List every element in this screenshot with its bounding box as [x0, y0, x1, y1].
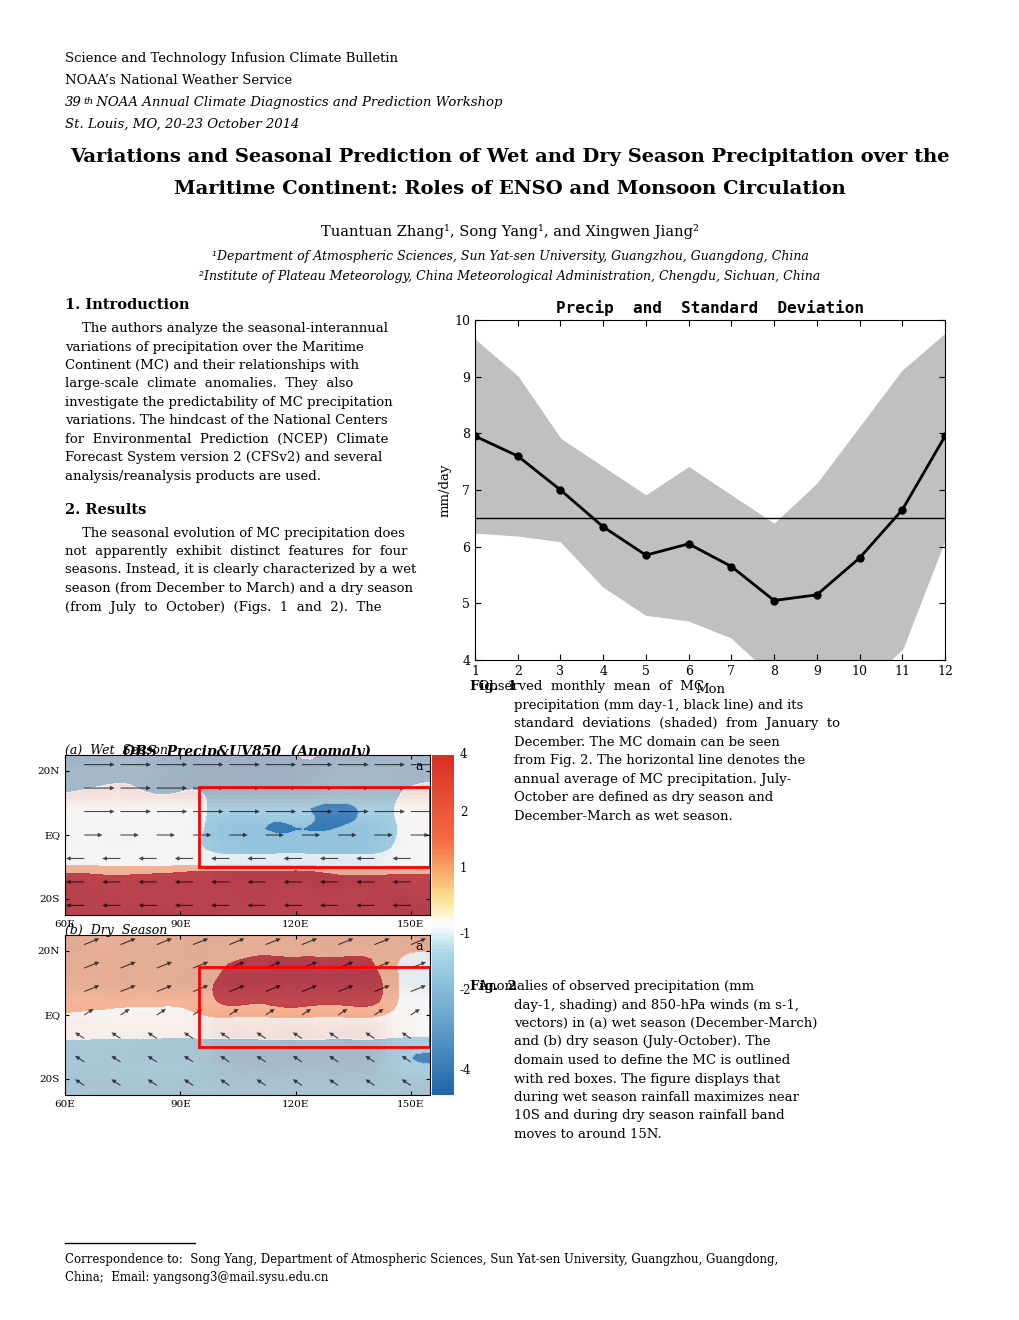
Text: moves to around 15N.: moves to around 15N. — [514, 1129, 661, 1140]
Text: (from  July  to  October)  (Figs.  1  and  2).  The: (from July to October) (Figs. 1 and 2). … — [65, 601, 381, 614]
Text: China;  Email: yangsong3@mail.sysu.edu.cn: China; Email: yangsong3@mail.sysu.edu.cn — [65, 1271, 328, 1284]
Text: The authors analyze the seasonal-interannual: The authors analyze the seasonal-interan… — [65, 322, 387, 335]
Text: domain used to define the MC is outlined: domain used to define the MC is outlined — [514, 1053, 790, 1067]
Text: seasons. Instead, it is clearly characterized by a wet: seasons. Instead, it is clearly characte… — [65, 564, 416, 577]
Text: season (from December to March) and a dry season: season (from December to March) and a dr… — [65, 582, 413, 595]
Text: The seasonal evolution of MC precipitation does: The seasonal evolution of MC precipitati… — [65, 527, 405, 540]
Text: Fig.  2: Fig. 2 — [470, 979, 517, 993]
Text: Maritime Continent: Roles of ENSO and Monsoon Circulation: Maritime Continent: Roles of ENSO and Mo… — [174, 180, 845, 198]
Text: annual average of MC precipitation. July-: annual average of MC precipitation. July… — [514, 772, 791, 785]
Text: Forecast System version 2 (CFSv2) and several: Forecast System version 2 (CFSv2) and se… — [65, 451, 382, 465]
X-axis label: Mon: Mon — [694, 684, 725, 697]
Text: vectors) in (a) wet season (December-March): vectors) in (a) wet season (December-Mar… — [514, 1016, 816, 1030]
Text: St. Louis, MO, 20-23 October 2014: St. Louis, MO, 20-23 October 2014 — [65, 117, 300, 131]
Text: from Fig. 2. The horizontal line denotes the: from Fig. 2. The horizontal line denotes… — [514, 754, 804, 767]
Text: Anomalies of observed precipitation (mm: Anomalies of observed precipitation (mm — [470, 979, 753, 993]
Text: large-scale  climate  anomalies.  They  also: large-scale climate anomalies. They also — [65, 378, 353, 391]
Text: variations of precipitation over the Maritime: variations of precipitation over the Mar… — [65, 341, 364, 354]
Text: Science and Technology Infusion Climate Bulletin: Science and Technology Infusion Climate … — [65, 51, 397, 65]
Text: Variations and Seasonal Prediction of Wet and Dry Season Precipitation over the: Variations and Seasonal Prediction of We… — [70, 148, 949, 166]
Text: -4: -4 — [460, 1064, 471, 1077]
Text: NOAA’s National Weather Service: NOAA’s National Weather Service — [65, 74, 292, 87]
Text: OBS  Precip&UV850  (Anomaly): OBS Precip&UV850 (Anomaly) — [123, 744, 371, 759]
Text: not  apparently  exhibit  distinct  features  for  four: not apparently exhibit distinct features… — [65, 545, 408, 558]
Text: variations. The hindcast of the National Centers: variations. The hindcast of the National… — [65, 414, 387, 428]
Text: 10S and during dry season rainfall band: 10S and during dry season rainfall band — [514, 1110, 784, 1122]
Text: 2: 2 — [460, 805, 467, 818]
Text: for  Environmental  Prediction  (NCEP)  Climate: for Environmental Prediction (NCEP) Clim… — [65, 433, 388, 446]
Bar — [200, 968, 430, 1047]
Text: Tuantuan Zhang¹, Song Yang¹, and Xingwen Jiang²: Tuantuan Zhang¹, Song Yang¹, and Xingwen… — [321, 224, 698, 239]
Text: December. The MC domain can be seen: December. The MC domain can be seen — [514, 735, 779, 748]
Text: Correspondence to:  Song Yang, Department of Atmospheric Sciences, Sun Yat-sen U: Correspondence to: Song Yang, Department… — [65, 1253, 777, 1266]
Text: Observed  monthly  mean  of  MC: Observed monthly mean of MC — [470, 680, 703, 693]
Y-axis label: mm/day: mm/day — [438, 463, 451, 516]
Text: 2. Results: 2. Results — [65, 503, 147, 516]
Text: 39: 39 — [65, 96, 82, 110]
Text: with red boxes. The figure displays that: with red boxes. The figure displays that — [514, 1072, 780, 1085]
Text: NOAA Annual Climate Diagnostics and Prediction Workshop: NOAA Annual Climate Diagnostics and Pred… — [92, 96, 502, 110]
Text: th: th — [83, 96, 93, 106]
Text: day-1, shading) and 850-hPa winds (m s-1,: day-1, shading) and 850-hPa winds (m s-1… — [514, 998, 798, 1011]
Text: during wet season rainfall maximizes near: during wet season rainfall maximizes nea… — [514, 1092, 798, 1104]
Text: -2: -2 — [460, 983, 471, 997]
Text: Fig.  1: Fig. 1 — [470, 680, 517, 693]
Text: (b)  Dry  Season: (b) Dry Season — [65, 924, 167, 937]
Text: precipitation (mm day-1, black line) and its: precipitation (mm day-1, black line) and… — [514, 698, 803, 711]
Text: ¹Department of Atmospheric Sciences, Sun Yat-sen University, Guangzhou, Guangdon: ¹Department of Atmospheric Sciences, Sun… — [211, 249, 808, 263]
Text: 1: 1 — [460, 862, 467, 874]
Bar — [200, 787, 430, 867]
Text: a: a — [415, 760, 422, 772]
Text: December-March as wet season.: December-March as wet season. — [514, 809, 732, 822]
Text: 4: 4 — [460, 748, 467, 762]
Text: a: a — [415, 940, 422, 953]
Text: analysis/reanalysis products are used.: analysis/reanalysis products are used. — [65, 470, 321, 483]
Text: standard  deviations  (shaded)  from  January  to: standard deviations (shaded) from Januar… — [514, 717, 840, 730]
Text: and (b) dry season (July-October). The: and (b) dry season (July-October). The — [514, 1035, 769, 1048]
Text: October are defined as dry season and: October are defined as dry season and — [514, 791, 772, 804]
Text: Continent (MC) and their relationships with: Continent (MC) and their relationships w… — [65, 359, 359, 372]
Text: 1. Introduction: 1. Introduction — [65, 298, 190, 312]
Text: investigate the predictability of MC precipitation: investigate the predictability of MC pre… — [65, 396, 392, 409]
Text: (a)  Wet  Season: (a) Wet Season — [65, 743, 168, 756]
Title: Precip  and  Standard  Deviation: Precip and Standard Deviation — [555, 300, 863, 315]
Text: ²Institute of Plateau Meteorology, China Meteorological Administration, Chengdu,: ²Institute of Plateau Meteorology, China… — [199, 271, 820, 282]
Text: -1: -1 — [460, 928, 471, 940]
